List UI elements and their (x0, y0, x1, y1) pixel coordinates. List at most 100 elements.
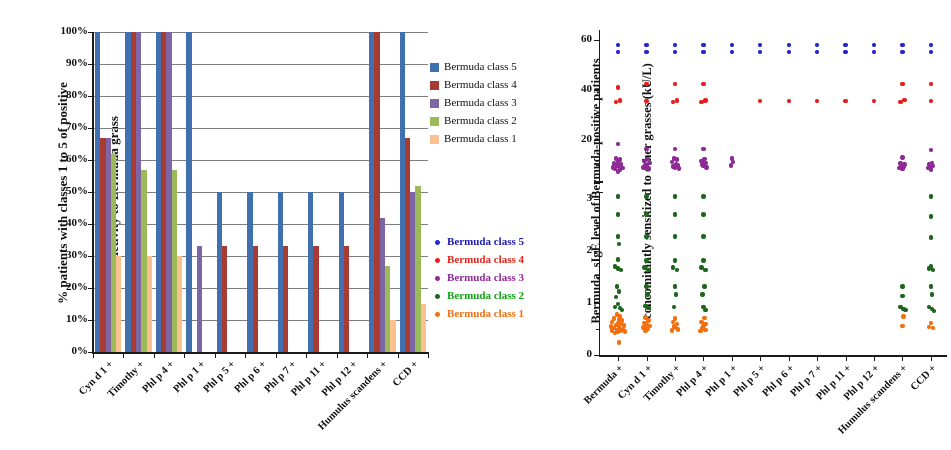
scatter-dot (644, 194, 649, 199)
y-minor-tick-mark (595, 328, 599, 330)
legend-label: Bermuda class 3 (444, 97, 517, 109)
scatter-dot (644, 212, 649, 217)
y-tick-label: 10% (66, 313, 88, 325)
scatter-dot (616, 212, 621, 217)
y-tick-mark (593, 250, 599, 252)
scatter-dot (646, 318, 651, 323)
legend-dot-icon (435, 311, 440, 317)
scatter-dot (786, 99, 791, 104)
scatter-dot (930, 268, 935, 273)
x-tick-mark (731, 357, 733, 361)
y-tick-mark (88, 127, 93, 129)
scatter-dot (930, 325, 935, 331)
legend-dot-icon (435, 275, 440, 281)
scatter-dot (621, 165, 626, 171)
scatter-dot (871, 49, 877, 55)
y-tick-mark (593, 198, 599, 200)
scatter-dot (730, 159, 736, 165)
scatter-dot (897, 165, 902, 171)
scatter-dot (672, 81, 678, 86)
scatter-dot (729, 49, 735, 55)
scatter-dot (616, 301, 621, 307)
scatter-dot (703, 160, 708, 166)
y-tick-mark (88, 95, 93, 97)
bar (369, 32, 375, 352)
bar (130, 32, 137, 352)
bar (415, 185, 421, 352)
scatter-dot (926, 324, 931, 330)
legend-item: Bermuda class 5 (430, 58, 517, 76)
scatter-dot (702, 315, 707, 321)
scatter-dot (612, 316, 617, 321)
scatter-dot (612, 325, 617, 331)
y-tick-label: 50% (66, 185, 88, 197)
scatter-dot (843, 42, 848, 48)
y-tick-mark (593, 139, 599, 141)
x-tick-mark (873, 357, 875, 361)
legend-item: Bermuda class 5 (433, 233, 524, 251)
scatter-dot (701, 81, 706, 86)
y-tick-label: 60 (581, 33, 592, 45)
scatter-dot (617, 241, 622, 246)
scatter-dot (676, 166, 682, 171)
bar (410, 192, 416, 352)
scatter-dot (814, 49, 820, 55)
scatter-dot (647, 323, 652, 329)
x-tick-mark (123, 354, 125, 358)
scatter-dot (928, 214, 933, 219)
scatter-dot (925, 165, 930, 171)
scatter-dot (620, 308, 625, 313)
scatter-dot (646, 306, 651, 311)
bar (155, 32, 162, 352)
y-tick-label: 40% (66, 217, 88, 229)
scatter-dot (644, 146, 649, 151)
scatter-dot (902, 97, 907, 103)
bar (374, 32, 380, 352)
y-minor-tick-mark (595, 114, 599, 116)
x-tick-mark (153, 354, 155, 358)
scatter-dot (617, 289, 622, 294)
scatter-dot (703, 267, 708, 272)
y-tick-mark (593, 302, 599, 304)
scatter-dot (614, 294, 619, 299)
scatter-dot (610, 328, 615, 333)
scatter-dot (701, 49, 706, 55)
scatter-dot (928, 167, 933, 172)
y-tick-label: 60% (66, 153, 88, 165)
y-tick-mark (593, 39, 599, 41)
scatter-dot (814, 99, 820, 104)
scatter-dot (617, 317, 622, 322)
scatter-dot (674, 267, 680, 272)
scatter-dot (700, 292, 705, 297)
scatter-dot (672, 234, 678, 239)
scatter-dot (929, 160, 934, 166)
scatter-dot (701, 234, 706, 239)
scatter-dot (643, 315, 648, 320)
x-tick-mark (703, 357, 705, 361)
scatter-dot (900, 166, 905, 172)
legend-dot-icon (435, 293, 440, 299)
scatter-dot (641, 325, 646, 330)
scatter-dot (701, 194, 706, 199)
y-axis-line (92, 32, 94, 352)
scatter-dot (613, 99, 618, 105)
scatter-dot (786, 49, 791, 55)
scatter-dot (613, 304, 618, 310)
scatter-dot (672, 49, 678, 55)
gridline (93, 223, 428, 225)
scatter-dot (898, 304, 903, 310)
bar (313, 246, 319, 352)
scatter-dot (613, 264, 618, 269)
legend-swatch-icon (430, 116, 439, 126)
scatter-dot (673, 292, 679, 297)
scatter-dot (928, 147, 933, 153)
scatter-dot (612, 161, 617, 166)
scatter-dot (931, 308, 936, 313)
scatter-dot (616, 234, 621, 239)
bar (196, 246, 203, 352)
legend-item: Bermuda class 1 (430, 130, 517, 148)
scatter-dot (644, 42, 649, 48)
scatter-dot (614, 156, 619, 161)
scatter-dot (814, 42, 820, 48)
scatter-dot (620, 318, 625, 323)
